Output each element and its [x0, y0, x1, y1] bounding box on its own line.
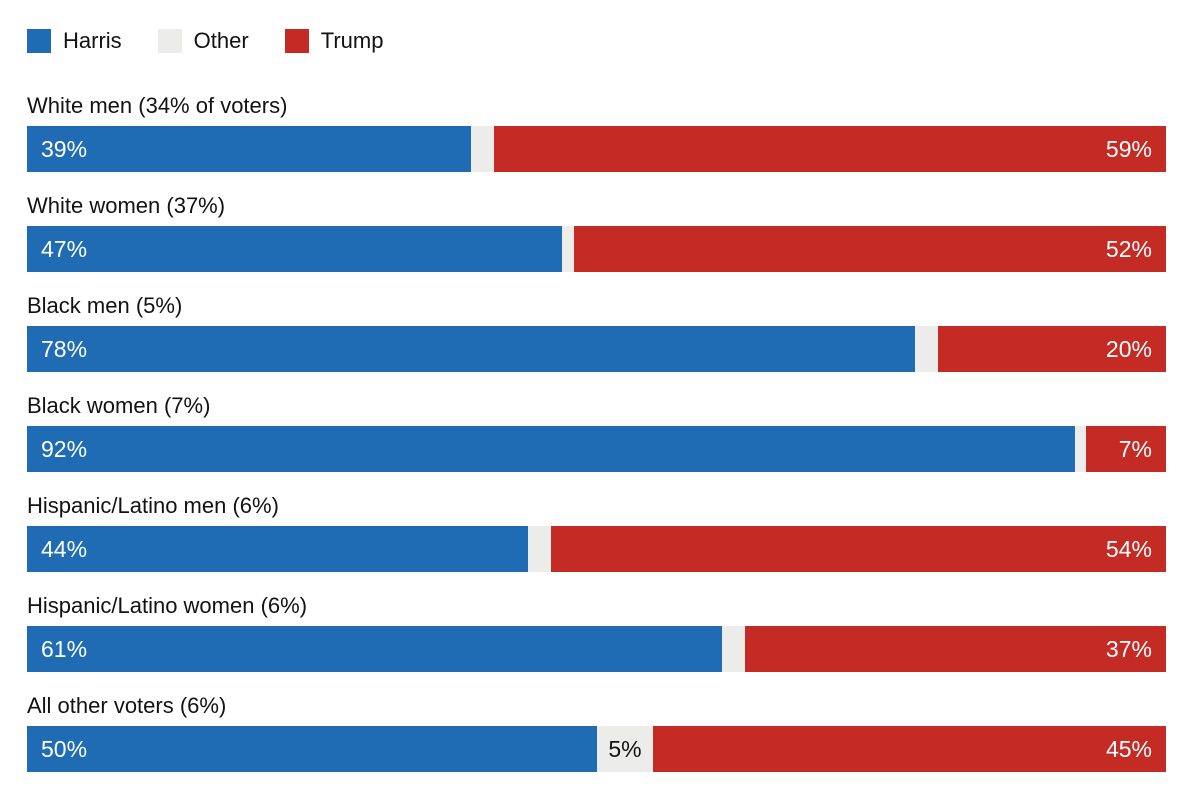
harris-value-label: 50%	[41, 735, 88, 762]
group-label: White men (34% of voters)	[27, 93, 288, 118]
trump-segment: 54%	[550, 526, 1166, 572]
demographic-group: Hispanic/Latino women (6%) 61% 37%	[27, 592, 1166, 672]
group-label: Hispanic/Latino women (6%)	[27, 593, 308, 618]
harris-segment: 39%	[27, 126, 472, 172]
harris-value-label: 92%	[41, 435, 88, 462]
trump-segment: 7%	[1086, 426, 1166, 472]
harris-value-label: 39%	[41, 135, 88, 162]
group-label: Black women (7%)	[27, 393, 211, 418]
stacked-bar: 39% 59%	[27, 126, 1166, 172]
group-label: Black men (5%)	[27, 293, 183, 318]
legend-label-trump: Trump	[320, 28, 384, 53]
legend-item-trump: Trump	[284, 28, 384, 54]
trump-value-label: 52%	[1105, 235, 1152, 262]
trump-segment: 52%	[573, 226, 1166, 272]
other-swatch	[157, 29, 182, 53]
trump-value-label: 7%	[1118, 435, 1152, 462]
trump-value-label: 20%	[1105, 335, 1152, 362]
stacked-bar: 47% 52%	[27, 226, 1166, 272]
harris-value-label: 47%	[41, 235, 88, 262]
trump-value-label: 37%	[1105, 635, 1152, 662]
trump-swatch	[284, 29, 309, 53]
demographic-group: Hispanic/Latino men (6%) 44% 54%	[27, 492, 1166, 572]
other-segment	[562, 226, 574, 272]
harris-swatch	[27, 29, 51, 53]
legend-label-harris: Harris	[63, 28, 122, 53]
trump-segment: 59%	[493, 126, 1166, 172]
stacked-bar: 50% 5% 45%	[27, 726, 1166, 772]
trump-segment: 20%	[938, 326, 1166, 372]
trump-value-label: 45%	[1105, 735, 1152, 762]
demographic-group: All other voters (6%) 50% 5% 45%	[27, 692, 1166, 772]
other-segment	[915, 326, 939, 372]
demographic-group: Black women (7%) 92% 7%	[27, 392, 1166, 472]
stacked-bar: 78% 20%	[27, 326, 1166, 372]
demographic-group: White women (37%) 47% 52%	[27, 192, 1166, 272]
group-label: Hispanic/Latino men (6%)	[27, 493, 279, 518]
harris-segment: 92%	[27, 426, 1075, 472]
other-value-label: 5%	[608, 735, 642, 762]
harris-segment: 61%	[27, 626, 722, 672]
other-segment	[721, 626, 745, 672]
other-segment	[471, 126, 494, 172]
group-label: White women (37%)	[27, 193, 226, 218]
legend-item-harris: Harris	[27, 28, 122, 54]
stacked-bar: 61% 37%	[27, 626, 1166, 672]
harris-segment: 50%	[27, 726, 597, 772]
stacked-bar: 92% 7%	[27, 426, 1166, 472]
stacked-bar: 44% 54%	[27, 526, 1166, 572]
legend: Harris Other Trump	[27, 28, 1166, 54]
group-label: All other voters (6%)	[27, 693, 227, 718]
harris-value-label: 61%	[41, 635, 88, 662]
chart-page: Harris Other Trump White men (34% of vot…	[27, 28, 1166, 772]
other-segment: 5%	[596, 726, 654, 772]
legend-item-other: Other	[157, 28, 249, 54]
trump-segment: 37%	[744, 626, 1166, 672]
trump-segment: 45%	[653, 726, 1166, 772]
harris-segment: 44%	[27, 526, 529, 572]
other-segment	[1074, 426, 1087, 472]
trump-value-label: 54%	[1105, 535, 1152, 562]
stacked-bar-chart: White men (34% of voters) 39% 59% White …	[27, 92, 1166, 772]
legend-label-other: Other	[193, 28, 249, 53]
harris-value-label: 78%	[41, 335, 88, 362]
harris-value-label: 44%	[41, 535, 88, 562]
demographic-group: Black men (5%) 78% 20%	[27, 292, 1166, 372]
other-segment	[528, 526, 551, 572]
harris-segment: 47%	[27, 226, 563, 272]
harris-segment: 78%	[27, 326, 916, 372]
trump-value-label: 59%	[1105, 135, 1152, 162]
demographic-group: White men (34% of voters) 39% 59%	[27, 92, 1166, 172]
